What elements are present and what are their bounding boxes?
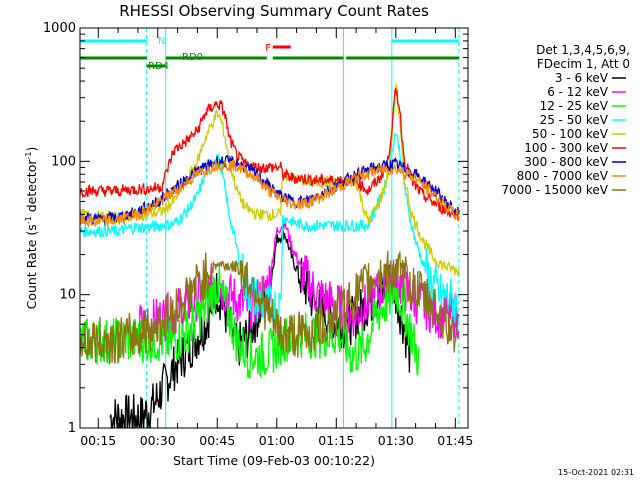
annotation-label-n: N <box>158 36 165 47</box>
y-tick-label-0: 1 <box>68 421 76 436</box>
x-tick-label-1: 00:30 <box>140 433 176 448</box>
legend-label-5: 100 - 300 keV <box>524 141 608 155</box>
legend-header-1: FDecim 1, Att 0 <box>537 57 630 71</box>
y-axis-label: Count Rate (s-1 detector-1) <box>24 147 39 310</box>
y-tick-label-2: 100 <box>51 154 76 169</box>
x-tick-label-5: 01:30 <box>378 433 414 448</box>
annotation-label-rd4: RD4 <box>148 61 169 72</box>
x-tick-label-3: 01:00 <box>259 433 295 448</box>
annotation-label-f: F <box>265 43 271 54</box>
x-tick-label-4: 01:15 <box>318 433 354 448</box>
y-tick-label-1: 10 <box>59 288 76 303</box>
x-axis-label: Start Time (09-Feb-03 00:10:22) <box>173 453 375 468</box>
series-line-8 <box>79 250 460 364</box>
chart-title: RHESSI Observing Summary Count Rates <box>119 2 429 20</box>
annotation-label-rd0: RD0 <box>182 52 203 63</box>
series-line-4 <box>79 83 460 276</box>
legend-label-0: 3 - 6 keV <box>555 71 609 85</box>
legend-label-6: 300 - 800 keV <box>524 155 608 169</box>
legend-label-7: 800 - 7000 keV <box>517 169 609 183</box>
series-line-5 <box>79 87 460 221</box>
x-tick-label-6: 01:45 <box>437 433 473 448</box>
legend-label-3: 25 - 50 keV <box>540 113 609 127</box>
legend-label-4: 50 - 100 keV <box>532 127 609 141</box>
series-line-3 <box>79 132 460 332</box>
legend-label-8: 7000 - 15000 keV <box>501 183 608 197</box>
generated-timestamp: 15-Oct-2021 02:31 <box>558 468 634 477</box>
x-tick-label-0: 00:15 <box>80 433 116 448</box>
legend-label-2: 12 - 25 keV <box>540 99 609 113</box>
plot-frame <box>79 27 469 429</box>
legend-header-0: Det 1,3,4,5,6,9, <box>536 43 630 57</box>
x-tick-label-2: 00:45 <box>199 433 235 448</box>
series-line-7 <box>79 159 460 229</box>
legend-label-1: 6 - 12 keV <box>547 85 609 99</box>
y-tick-label-3: 1000 <box>43 21 76 36</box>
